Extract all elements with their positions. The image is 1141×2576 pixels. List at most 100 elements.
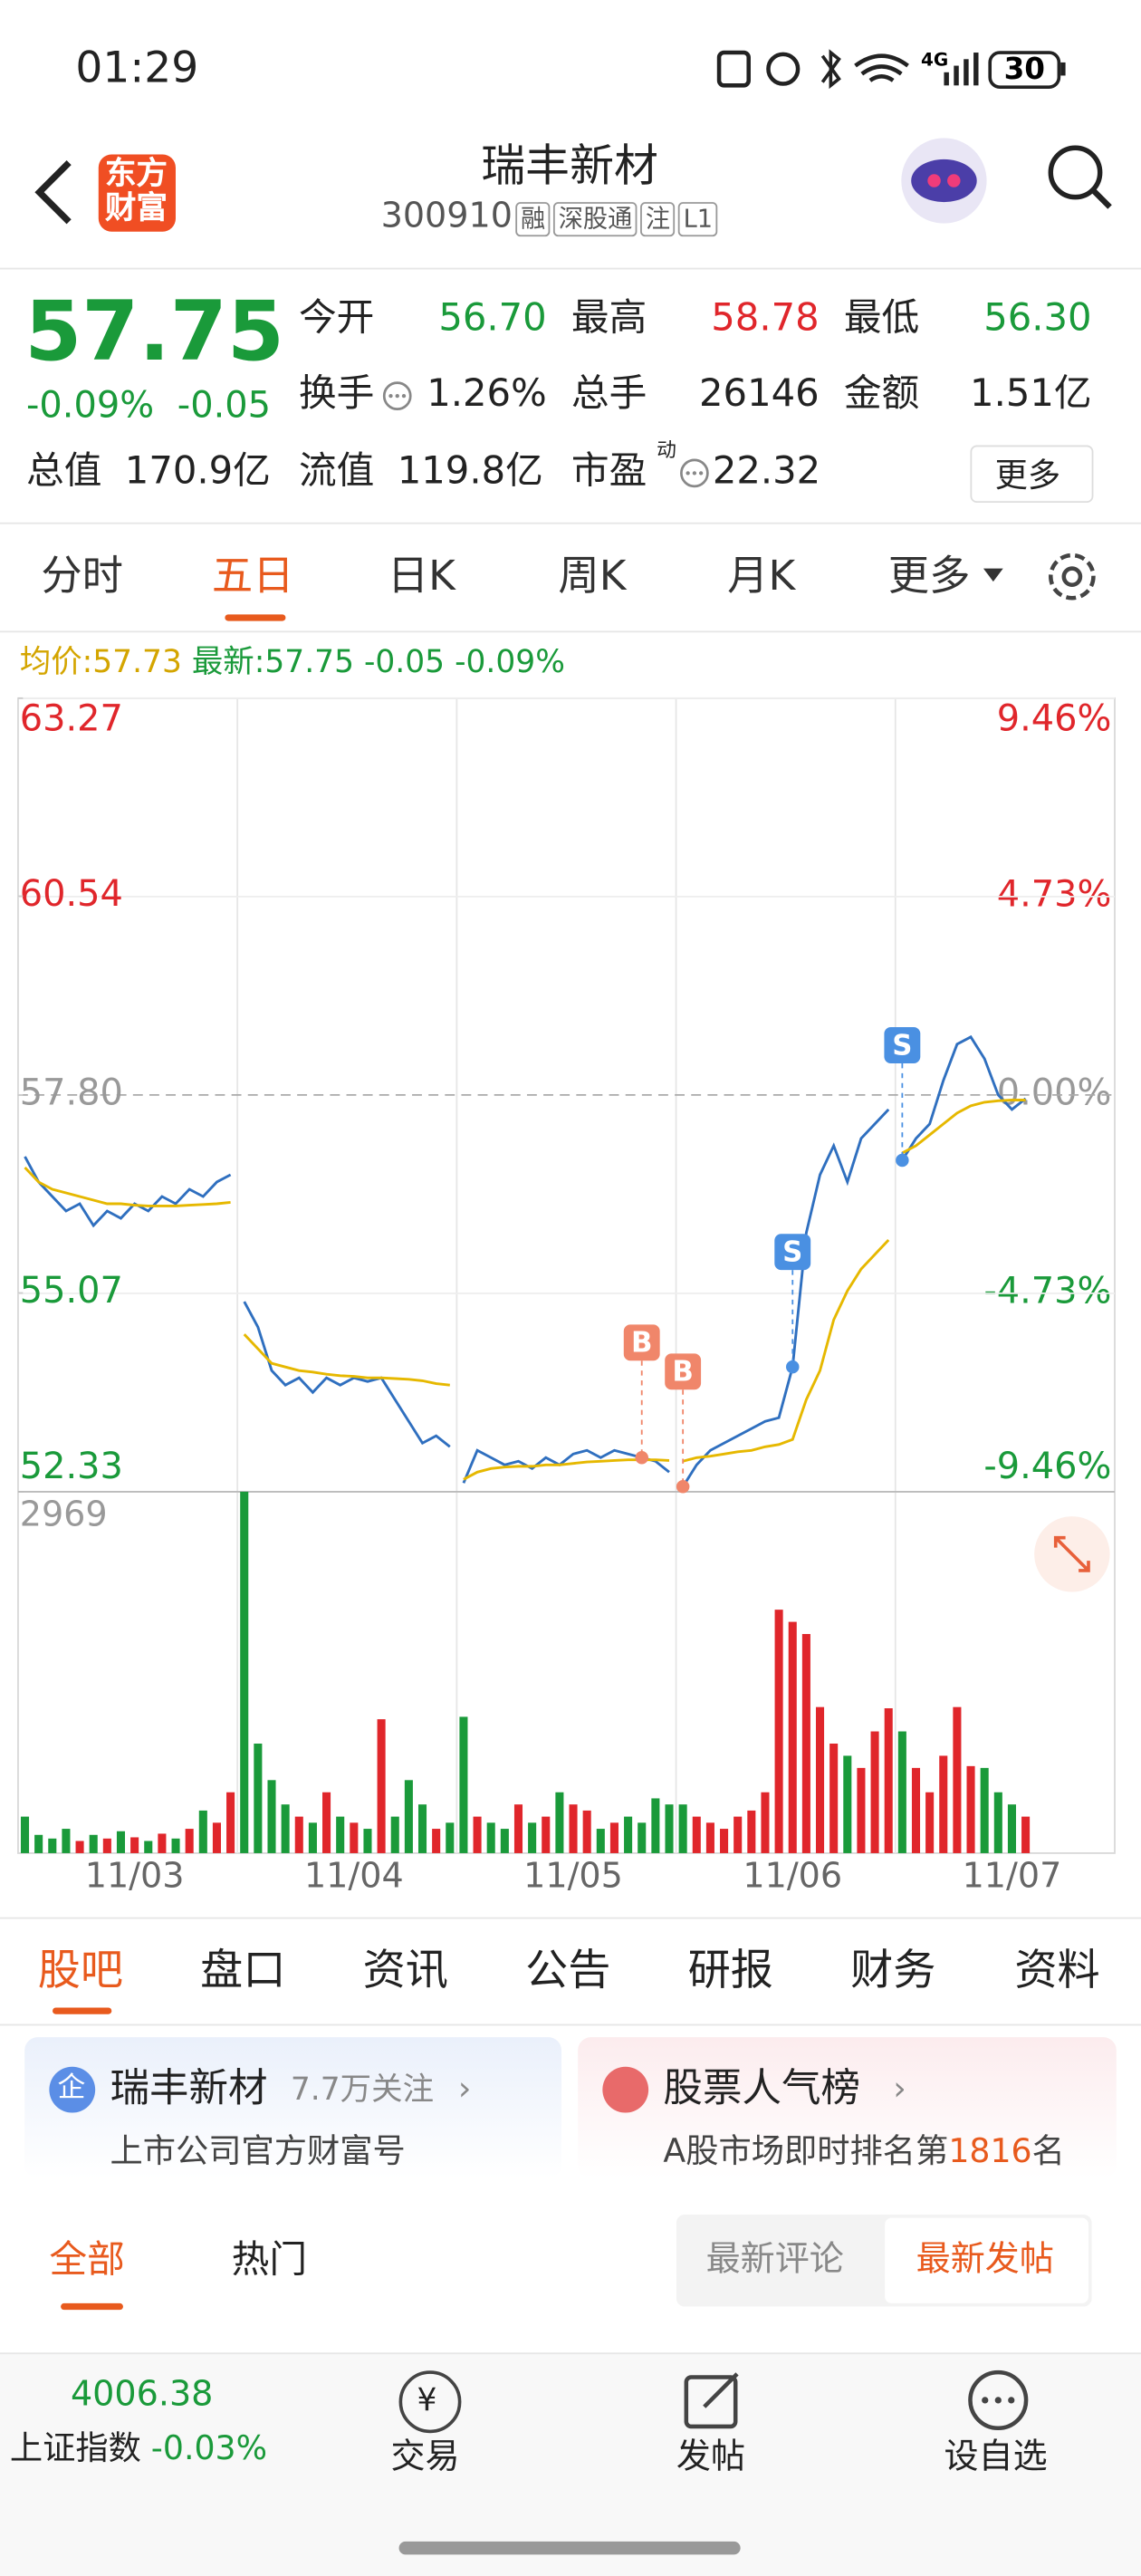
content-tab[interactable]: 股吧	[37, 1946, 123, 1996]
y2-tick-label: -4.73%	[983, 1270, 1111, 1312]
content-tab[interactable]: 公告	[525, 1946, 611, 1996]
content-tab[interactable]: 研报	[687, 1946, 773, 1996]
volume-bar	[705, 1822, 714, 1853]
price-line	[24, 1156, 232, 1228]
status-time: 01:29	[75, 43, 199, 94]
card-followers: 7.7万关注	[290, 2071, 435, 2109]
assistant-avatar[interactable]	[895, 131, 993, 230]
marker-dot	[676, 1480, 690, 1494]
rank-number: 1816	[948, 2130, 1032, 2171]
expand-icon	[1053, 1535, 1090, 1572]
volume-bar	[678, 1804, 687, 1853]
volume-bar	[130, 1837, 139, 1853]
volume-bar	[48, 1838, 57, 1853]
y-tick-label: 52.33	[20, 1446, 123, 1487]
price-line	[901, 1034, 1027, 1161]
settings-button[interactable]	[1042, 547, 1101, 606]
volume-bar	[377, 1719, 386, 1853]
sort-active	[885, 2217, 1088, 2303]
volume-bar	[417, 1804, 427, 1853]
volume-bar	[542, 1816, 551, 1853]
stock-code: 300910	[380, 195, 513, 235]
content-tab[interactable]: 资讯	[362, 1946, 448, 1996]
volume-bar	[171, 1838, 180, 1853]
field-value: 119.8亿	[397, 449, 543, 494]
content-tab[interactable]: 资料	[1014, 1946, 1100, 1996]
logo-text: 财富	[105, 190, 168, 227]
field-value: 170.9亿	[124, 449, 271, 494]
volume-bar	[788, 1621, 797, 1853]
nav-action[interactable]: 交易	[390, 2436, 460, 2476]
company-card[interactable]: 企 瑞丰新材 7.7万关注 › 上市公司官方财富号	[24, 2037, 562, 2179]
volume-bar	[473, 1816, 482, 1853]
change: -0.05	[177, 386, 272, 428]
volume-bar	[884, 1708, 893, 1853]
volume-bar	[432, 1829, 441, 1853]
more-button[interactable]: 更多	[970, 445, 1094, 504]
field-value: 56.70	[438, 297, 547, 341]
sort-option[interactable]: 最新评论	[705, 2239, 844, 2279]
period-tab[interactable]: 更多	[887, 552, 971, 601]
filter-tab[interactable]: 全部	[49, 2239, 125, 2283]
volume-bar	[897, 1731, 906, 1853]
volume-bar	[459, 1716, 468, 1853]
volume-bar	[20, 1816, 30, 1853]
badge: 企	[49, 2066, 96, 2113]
x-tick-label: 11/03	[85, 1856, 185, 1896]
period-tab[interactable]: 五日	[211, 552, 294, 601]
volume-bar	[829, 1743, 839, 1853]
index-value: 4006.38	[70, 2373, 214, 2414]
ranking-card[interactable]: 股票人气榜 › A股市场即时排名第1816名	[578, 2037, 1117, 2179]
change-pct: -0.09%	[26, 386, 155, 428]
content-tab[interactable]: 盘口	[200, 1946, 286, 1996]
volume-bar	[322, 1792, 331, 1853]
network-type: 4G	[921, 49, 948, 71]
tag: 深股通	[553, 202, 638, 237]
period-tab[interactable]: 分时	[41, 552, 123, 601]
active-underline	[53, 2007, 112, 2014]
tag: L1	[678, 202, 718, 237]
sort-option[interactable]: 最新发帖	[916, 2239, 1054, 2279]
price-line	[462, 1448, 670, 1484]
price-line	[682, 1239, 890, 1463]
dropdown-arrow	[983, 568, 1003, 582]
volume-bar	[240, 1491, 249, 1853]
nav-action[interactable]: 发帖	[676, 2436, 746, 2476]
nav-action[interactable]: 设自选	[944, 2436, 1048, 2476]
active-underline	[61, 2302, 123, 2311]
volume-bar	[144, 1841, 153, 1853]
legend-label: 最新:	[191, 644, 265, 680]
x-tick-label: 11/04	[304, 1856, 404, 1896]
legend-change: -0.05	[363, 644, 446, 680]
volume-bar	[665, 1804, 674, 1853]
back-button[interactable]	[30, 156, 79, 228]
field-value: 56.30	[983, 297, 1092, 341]
content-tab[interactable]: 财务	[850, 1946, 936, 1996]
x-tick-label: 11/06	[743, 1856, 842, 1896]
volume-bar	[486, 1822, 495, 1853]
field-label: 换手	[298, 372, 375, 416]
volume-bar	[446, 1822, 455, 1853]
volume-bar	[336, 1816, 345, 1853]
sort-toggle: 最新评论 最新发帖	[676, 2214, 1092, 2307]
divider	[0, 522, 1141, 524]
volume-bar	[569, 1804, 578, 1853]
info-icon	[680, 458, 709, 488]
battery-level: 30	[1004, 52, 1045, 86]
price-line	[243, 1333, 450, 1387]
search-button[interactable]	[1044, 141, 1117, 214]
marker-box	[665, 1353, 702, 1390]
volume-bar	[815, 1706, 825, 1853]
filter-tab[interactable]: 热门	[231, 2239, 308, 2283]
volume-bar	[500, 1829, 509, 1853]
period-tab[interactable]: 日K	[387, 552, 455, 601]
volume-bar	[1021, 1816, 1031, 1853]
volume-bar	[980, 1767, 989, 1853]
marker-label: B	[672, 1356, 693, 1389]
period-tab[interactable]: 周K	[558, 552, 627, 601]
period-tab[interactable]: 月K	[727, 552, 796, 601]
volume-bar	[747, 1810, 756, 1853]
chevron: ›	[457, 2068, 472, 2109]
y-tick-label: 63.27	[20, 698, 123, 740]
